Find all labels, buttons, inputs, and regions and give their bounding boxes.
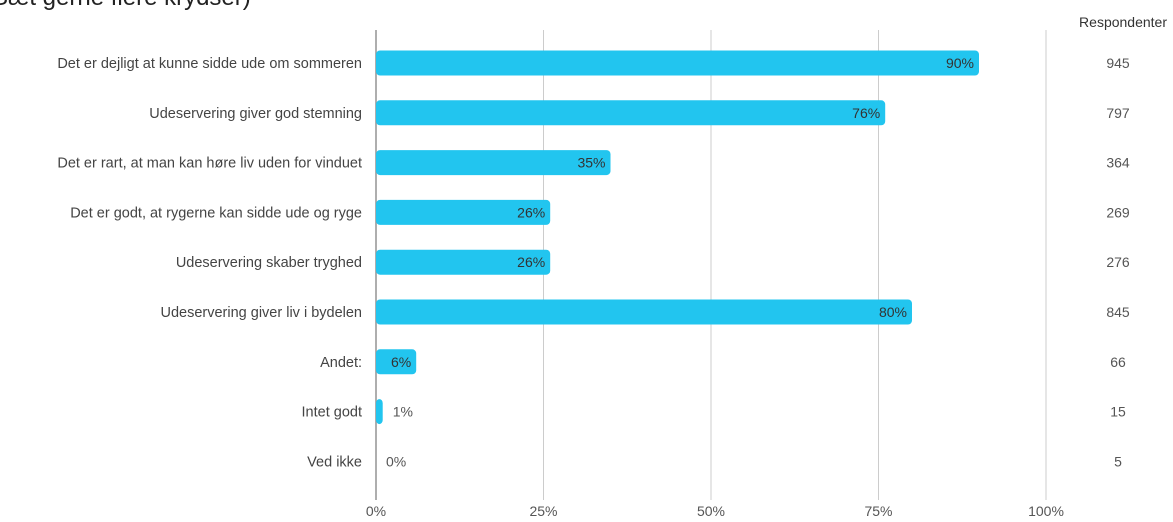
labels-layer: 0% 25% 50% 75% 100%Det er dejligt at kunne s… <box>57 55 1130 519</box>
bar <box>376 50 979 76</box>
value-label: 1% <box>393 404 413 420</box>
category-label: Udeservering giver liv i bydelen <box>161 305 363 321</box>
category-label: Udeservering giver god stemning <box>149 106 362 122</box>
value-label: 35% <box>577 155 605 171</box>
bar <box>376 299 912 325</box>
respondents-count: 797 <box>1106 105 1130 121</box>
respondents-count: 66 <box>1110 354 1126 370</box>
bars-layer <box>376 50 979 425</box>
bar <box>376 150 611 176</box>
category-label: Intet godt <box>302 405 362 421</box>
value-label: 80% <box>879 304 907 320</box>
respondents-count: 945 <box>1106 55 1130 71</box>
x-tick-label: 75% <box>864 503 892 519</box>
respondents-count: 845 <box>1106 304 1130 320</box>
value-label: 26% <box>517 204 545 220</box>
respondents-header: Respondenter <box>1079 14 1167 30</box>
category-label: Det er dejligt at kunne sidde ude om som… <box>57 56 362 72</box>
value-label: 90% <box>946 55 974 71</box>
value-label: 0% <box>386 453 406 469</box>
category-label: Ved ikke <box>307 454 362 470</box>
category-label: Det er rart, at man kan høre liv uden fo… <box>57 156 362 172</box>
bar <box>376 399 383 425</box>
respondents-count: 269 <box>1106 204 1130 220</box>
x-tick-label: 0% <box>366 503 386 519</box>
bar <box>376 100 886 126</box>
x-tick-label: 50% <box>697 503 725 519</box>
bar <box>376 249 551 275</box>
respondents-count: 364 <box>1106 155 1130 171</box>
respondents-count: 5 <box>1114 453 1122 469</box>
x-tick-label: 25% <box>529 503 557 519</box>
value-label: 76% <box>852 105 880 121</box>
category-label: Andet: <box>320 355 362 371</box>
value-label: 6% <box>391 354 411 370</box>
category-label: Det er godt, at rygerne kan sidde ude og… <box>70 205 362 221</box>
page-title: Sæt gerne flere krydser) <box>0 0 251 12</box>
x-tick-label: 100% <box>1028 503 1064 519</box>
value-label: 26% <box>517 254 545 270</box>
bar <box>376 349 417 375</box>
category-label: Udeservering skaber tryghed <box>176 255 362 271</box>
respondents-count: 15 <box>1110 404 1126 420</box>
respondents-count: 276 <box>1106 254 1130 270</box>
bar <box>376 199 551 225</box>
